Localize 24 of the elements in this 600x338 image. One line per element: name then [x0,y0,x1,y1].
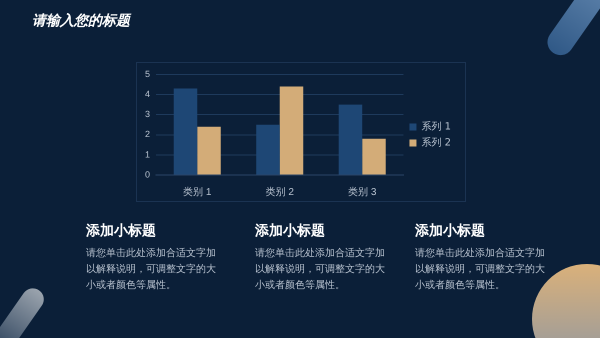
bar [174,88,198,174]
text: 请您单击此处添加合适文字加以解释说明，可调整文字的大小或者颜色等属性。 [415,246,546,293]
bar [338,104,362,174]
x-tick-label: 类别 3 [348,186,377,198]
bar [197,126,221,174]
legend-label: 系列 2 [421,136,452,149]
text: 添加小标题 [86,222,157,240]
legend-label: 系列 1 [421,120,452,133]
y-tick-label: 2 [144,129,150,140]
y-tick-label: 3 [144,109,150,120]
x-tick-label: 类别 2 [266,186,294,198]
y-tick-label: 4 [144,89,150,100]
text: 添加小标题 [415,222,486,240]
y-tick-label: 0 [144,169,150,180]
bar [280,86,304,174]
bar [256,124,280,174]
y-tick-label: 5 [144,68,150,79]
text: 添加小标题 [255,222,326,240]
x-tick-label: 类别 1 [183,186,212,198]
bar [362,138,386,174]
text: 请您单击此处添加合适文字加以解释说明，可调整文字的大小或者颜色等属性。 [255,246,386,293]
chart-title: 请输入您的标题 [32,12,130,30]
text: 请您单击此处添加合适文字加以解释说明，可调整文字的大小或者颜色等属性。 [86,246,217,293]
y-tick-label: 1 [144,149,150,160]
